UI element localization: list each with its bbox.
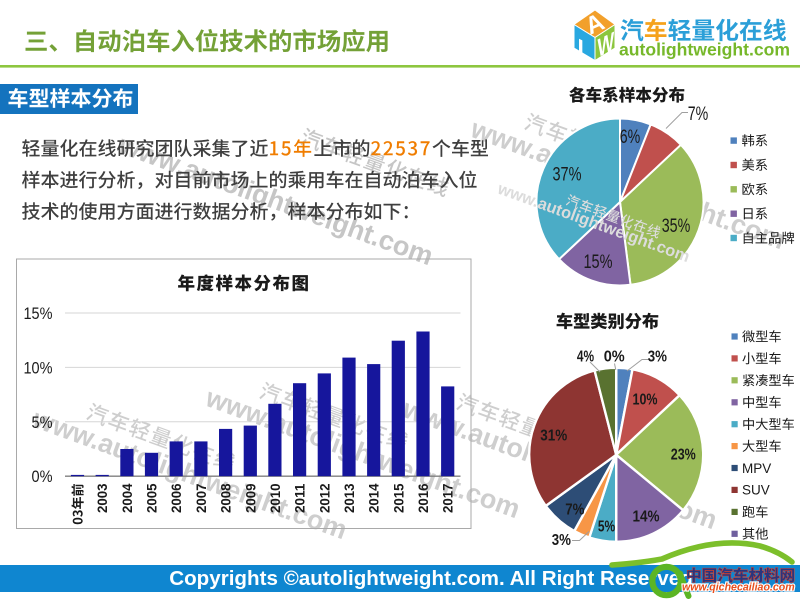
svg-text:10%: 10% — [24, 358, 53, 377]
svg-text:2016: 2016 — [415, 483, 431, 513]
svg-text:autolightweight.com: autolightweight.com — [619, 40, 790, 60]
svg-text:23%: 23% — [671, 447, 696, 464]
svg-text:www.qichecailiao.com: www.qichecailiao.com — [682, 582, 795, 594]
svg-text:7%: 7% — [565, 501, 584, 518]
svg-text:2017: 2017 — [440, 483, 456, 513]
svg-text:0%: 0% — [32, 467, 53, 486]
svg-text:14%: 14% — [633, 509, 660, 526]
svg-text:6%: 6% — [620, 127, 641, 148]
svg-text:0%: 0% — [604, 349, 625, 366]
svg-text:2015: 2015 — [390, 483, 406, 513]
svg-text:2013: 2013 — [341, 483, 357, 513]
svg-text:10%: 10% — [633, 392, 658, 409]
svg-text:3%: 3% — [552, 532, 571, 549]
svg-text:SUV: SUV — [742, 483, 770, 498]
svg-text:15%: 15% — [24, 304, 53, 323]
svg-text:31%: 31% — [540, 428, 567, 445]
svg-text:7%: 7% — [688, 104, 709, 125]
svg-text:5%: 5% — [598, 519, 615, 536]
svg-text:35%: 35% — [662, 216, 691, 237]
svg-text:2004: 2004 — [119, 483, 135, 513]
svg-text:4%: 4% — [577, 349, 594, 366]
svg-text:15%: 15% — [584, 252, 613, 273]
svg-text:37%: 37% — [553, 165, 582, 186]
svg-text:2005: 2005 — [144, 483, 160, 513]
svg-text:2008: 2008 — [218, 483, 234, 513]
svg-text:Copyrights ©autolightweight.co: Copyrights ©autolightweight.com. All Rig… — [169, 567, 693, 590]
svg-text:2007: 2007 — [193, 483, 209, 513]
svg-text:5%: 5% — [32, 413, 53, 432]
svg-text:3%: 3% — [648, 349, 667, 366]
svg-text:2003: 2003 — [94, 483, 110, 513]
svg-text:2014: 2014 — [366, 483, 382, 513]
svg-text:2009: 2009 — [242, 483, 258, 513]
svg-text:2010: 2010 — [267, 483, 283, 513]
svg-text:MPV: MPV — [742, 461, 771, 476]
svg-text:2006: 2006 — [168, 483, 184, 513]
svg-text:2012: 2012 — [316, 483, 332, 513]
svg-text:2011: 2011 — [292, 483, 308, 513]
